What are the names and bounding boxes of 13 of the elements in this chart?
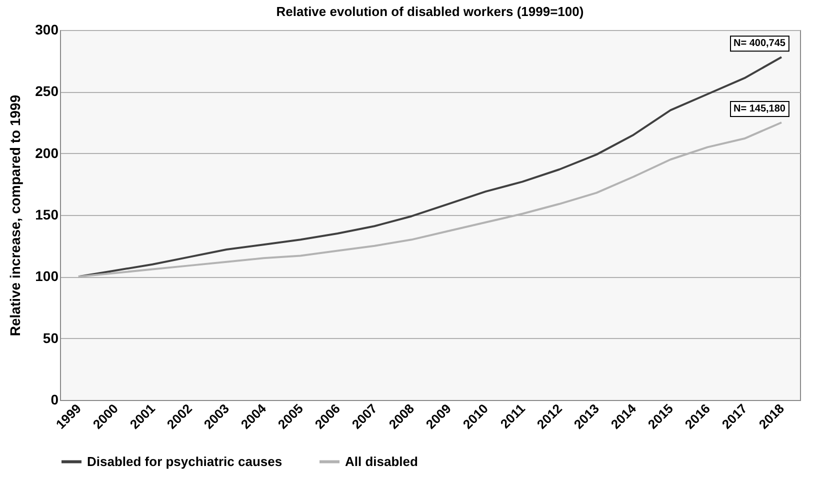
y-tick-label: 250 [35,83,59,100]
y-tick-label: 100 [35,268,59,284]
y-tick-label: 300 [35,22,59,38]
legend-label: Disabled for psychiatric causes [87,454,282,469]
y-tick-label: 0 [50,392,59,408]
y-tick-label: 200 [35,144,59,161]
annotation: N= 400,745 [734,38,786,50]
legend-label: All disabled [345,454,418,469]
y-axis-title: Relative increase, compared to 1999 [7,94,24,336]
annotation: N= 145,180 [734,104,786,114]
y-tick-label: 50 [42,330,59,346]
chart-title: Relative evolution of disabled workers (1999=100) [276,4,584,19]
y-tick-label: 150 [35,206,59,222]
